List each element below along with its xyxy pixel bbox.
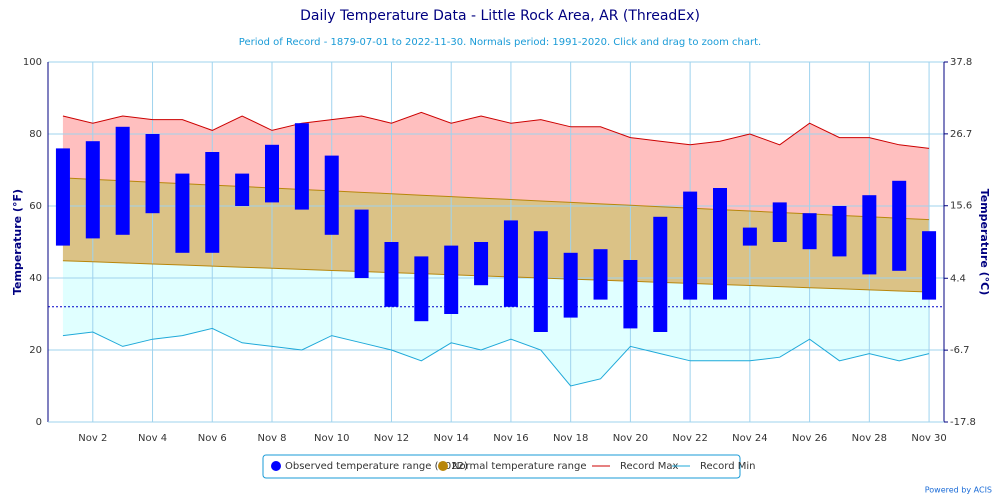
legend-label: Observed temperature range (2022) [285,461,468,472]
observed-bar [444,245,459,314]
observed-bar [384,242,399,307]
x-tick-label: Nov 16 [493,433,528,444]
observed-bar [85,141,100,239]
observed-bar [832,206,847,257]
observed-bar [414,256,429,322]
x-tick-label: Nov 26 [792,433,827,444]
x-tick-label: Nov 6 [198,433,227,444]
x-tick-label: Nov 18 [553,433,588,444]
observed-bar [474,242,489,286]
observed-bar [862,195,877,275]
x-tick-label: Nov 20 [613,433,648,444]
record-min-area [62,260,930,386]
observed-bar [802,213,817,250]
legend-marker [271,461,281,471]
y-tick-label: 60 [29,201,42,212]
observed-bar [922,231,937,300]
record-min-line [62,327,930,387]
observed-bar [713,188,727,300]
x-tick-label: Nov 8 [257,433,286,444]
y2-axis-label: Temperature (°C) [978,189,991,296]
y2-tick-label: -17.8 [950,417,976,428]
y2-tick-label: -6.7 [950,345,970,356]
y-tick-label: 100 [23,57,42,68]
y-tick-label: 0 [36,417,42,428]
x-tick-label: Nov 10 [314,433,349,444]
legend-box [262,454,741,479]
observed-bar [892,180,907,271]
y-axis-label: Temperature (°F) [11,189,24,295]
record-max-area [62,112,930,220]
legend-label: Record Min [700,461,755,472]
observed-bar [354,209,369,278]
observed-bar [772,202,787,242]
x-tick-label: Nov 12 [374,433,409,444]
x-tick-label: Nov 24 [732,433,767,444]
record-max-line [62,111,930,149]
x-tick-label: Nov 2 [78,433,107,444]
observed-bar [175,173,190,253]
y2-tick-label: 26.7 [950,129,972,140]
legend-marker [438,461,448,471]
legend-label: Normal temperature range [452,461,586,472]
y2-tick-label: 37.8 [950,57,972,68]
x-tick-label: Nov 28 [852,433,887,444]
x-tick-label: Nov 4 [138,433,167,444]
x-tick-label: Nov 30 [911,433,946,444]
observed-bar [265,144,279,203]
y-tick-label: 40 [29,273,42,284]
observed-bar [145,134,160,214]
credit: Powered by ACIS [925,486,992,495]
observed-bar [503,220,518,307]
legend-label: Record Max [620,461,678,472]
y2-tick-label: 4.4 [950,273,966,284]
observed-bar [563,252,578,318]
observed-bar [533,231,548,332]
observed-bar [235,173,250,206]
observed-bar [205,152,220,253]
x-tick-label: Nov 14 [433,433,468,444]
observed-bar [294,123,309,210]
observed-bar [324,155,339,235]
observed-bar [55,148,70,246]
y2-tick-label: 15.6 [950,201,972,212]
chart-title: Daily Temperature Data - Little Rock Are… [300,8,700,24]
normal-low-line [62,260,930,293]
y-tick-label: 20 [29,345,42,356]
y-tick-label: 80 [29,129,42,140]
chart-subtitle: Period of Record - 1879-07-01 to 2022-11… [239,37,761,48]
observed-bar [115,126,130,235]
observed-bar [623,260,638,329]
observed-bar [683,191,698,300]
observed-bar [653,216,668,332]
observed-bar [593,249,608,300]
observed-bar [742,227,757,246]
x-tick-label: Nov 22 [672,433,707,444]
